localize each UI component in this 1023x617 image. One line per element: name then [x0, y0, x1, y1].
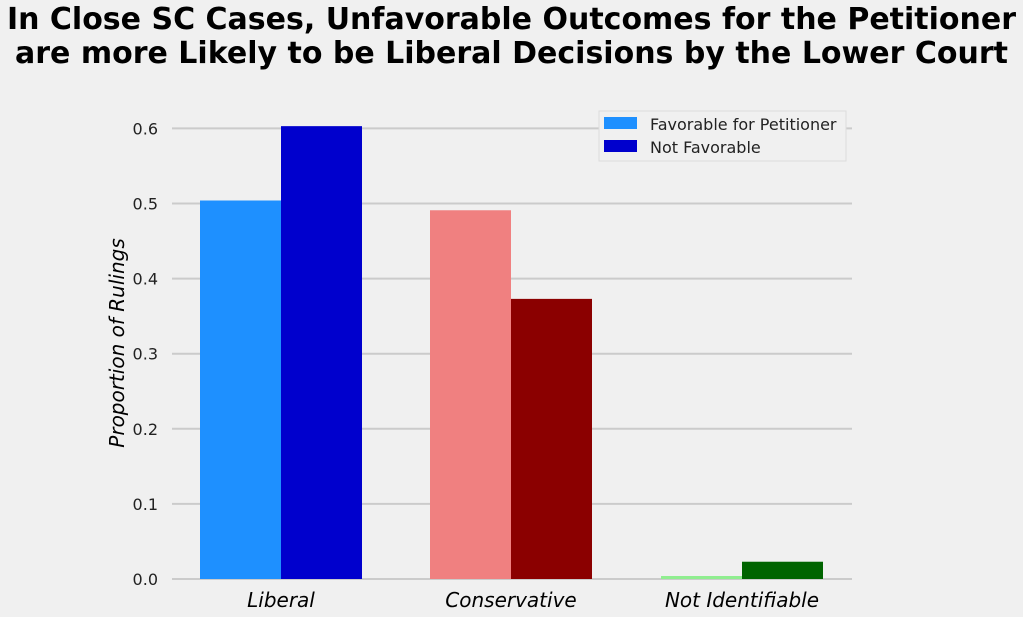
legend: Favorable for Petitioner Not Favorable [599, 111, 846, 161]
y-tick-label: 0.1 [133, 495, 158, 514]
bar-favorable-not-identifiable [661, 576, 742, 579]
legend-label-favorable: Favorable for Petitioner [650, 115, 837, 134]
x-tick-label: Conservative [445, 588, 576, 612]
bar-not-favorable-not-identifiable [742, 562, 823, 579]
bar-layer [200, 126, 823, 579]
legend-label-not-favorable: Not Favorable [650, 138, 761, 157]
y-tick-label: 0.3 [133, 345, 158, 364]
legend-swatch-not-favorable [604, 140, 637, 152]
y-tick-label: 0.2 [133, 420, 158, 439]
y-tick-label: 0.0 [133, 570, 158, 589]
y-tick-label: 0.6 [133, 119, 158, 138]
y-tick-label: 0.5 [133, 195, 158, 214]
y-tick-label: 0.4 [133, 270, 158, 289]
bar-favorable-conservative [430, 210, 511, 579]
bar-not-favorable-liberal [281, 126, 362, 579]
x-tick-label: Liberal [247, 588, 315, 612]
bar-not-favorable-conservative [511, 299, 592, 579]
x-tick-label: Not Identifiable [665, 588, 819, 612]
bar-favorable-liberal [200, 200, 281, 579]
y-axis-title: Proportion of Rulings [105, 238, 129, 447]
legend-swatch-favorable [604, 117, 637, 129]
